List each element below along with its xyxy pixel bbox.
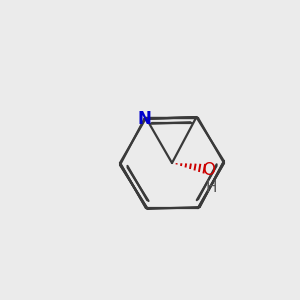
Text: O: O xyxy=(202,160,215,178)
Text: H: H xyxy=(205,180,217,195)
Text: N: N xyxy=(137,110,152,128)
